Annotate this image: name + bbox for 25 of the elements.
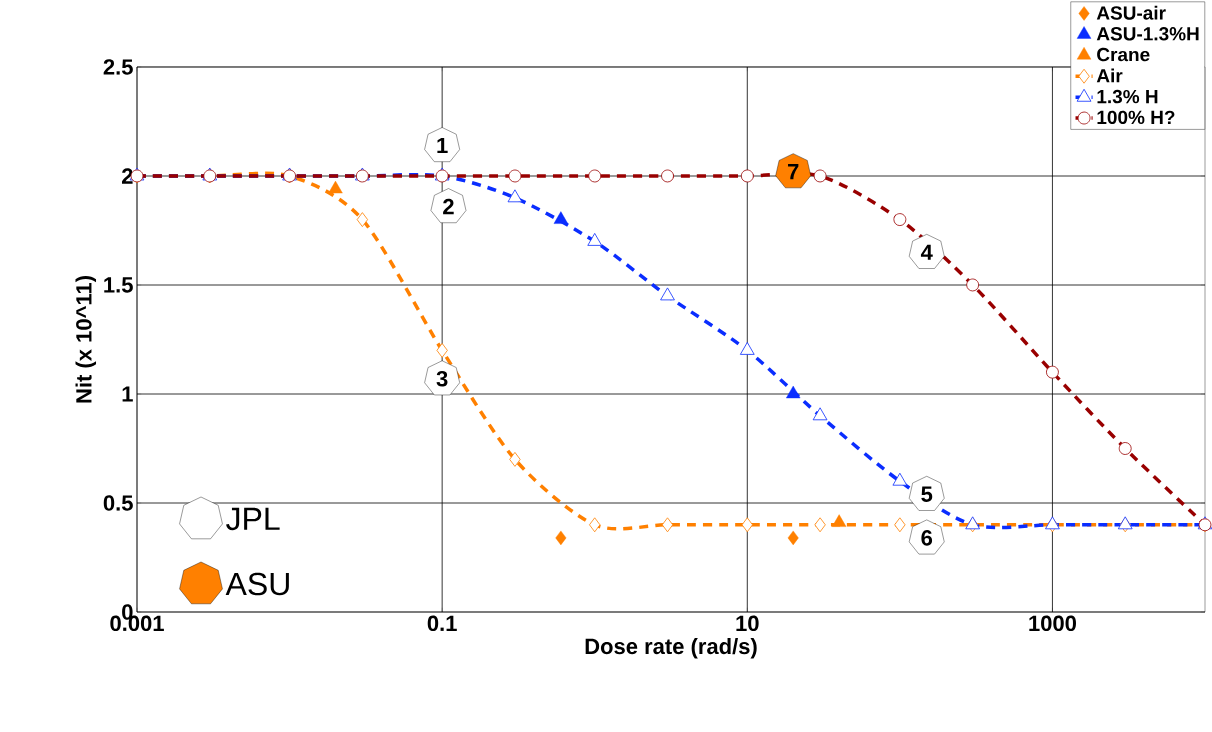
x-axis-title: Dose rate (rad/s) (585, 637, 757, 659)
annotation: ASU (225, 572, 289, 596)
annotation: 4 (920, 244, 933, 260)
x-tick-label: 1000 (1029, 615, 1076, 632)
legend-label: Air (1096, 68, 1123, 83)
y-axis-title: Nit (x 10^11) (75, 276, 97, 403)
annotation: 6 (921, 530, 933, 546)
legend-label: 100% H? (1097, 110, 1175, 125)
annotation: 3 (436, 370, 448, 387)
y-tick-label: 0.5 (103, 495, 133, 511)
annotation: 5 (921, 486, 933, 502)
annotation: 2 (443, 198, 454, 215)
legend-label: Crane (1097, 47, 1150, 62)
legend-label: 1.3% H (1097, 89, 1158, 104)
y-tick-label: 2.5 (103, 59, 133, 75)
annotation: 7 (788, 164, 799, 180)
y-tick-label: 2 (122, 168, 133, 184)
annotation: 1 (437, 137, 448, 154)
legend-label: ASU-air (1096, 5, 1166, 20)
annotation: JPL (226, 507, 280, 531)
x-tick-label: 10 (736, 615, 759, 632)
y-tick-label: 1.5 (104, 277, 133, 293)
y-tick-label: 1 (122, 386, 133, 402)
legend-label: ASU-1.3%H (1096, 27, 1199, 41)
x-tick-label: 0.1 (427, 615, 457, 632)
